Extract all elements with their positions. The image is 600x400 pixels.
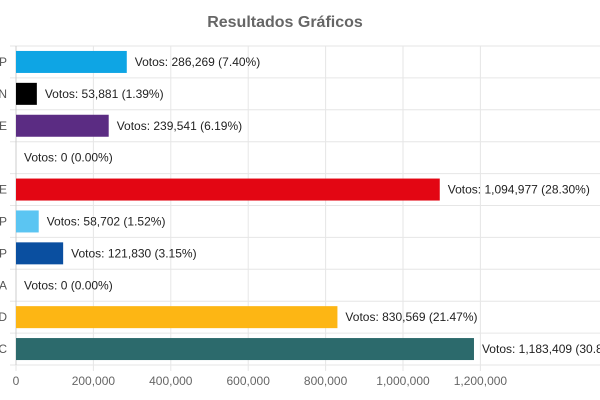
x-tick-label: 1,000,000 [376,374,430,388]
category-label: N [0,87,7,101]
data-label: Votos: 830,569 (21.47%) [345,310,477,324]
bar [16,114,109,137]
category-label: D [0,310,7,324]
category-label: P [0,246,7,260]
chart-title: Resultados Gráficos [207,14,363,31]
data-label: Votos: 1,094,977 (28.30%) [448,183,590,197]
data-label: Votos: 53,881 (1.39%) [45,87,164,101]
x-tick-label: 0 [13,374,20,388]
bar [16,242,64,265]
data-label: Votos: 58,702 (1.52%) [47,214,166,228]
category-label: P [0,214,7,228]
x-tick-label: 800,000 [304,374,348,388]
bar [16,178,440,201]
x-tick-label: 400,000 [149,374,193,388]
category-label: E [0,183,7,197]
category-label: E [0,119,7,133]
data-label: Votos: 286,269 (7.40%) [135,55,260,69]
bar [16,306,338,329]
x-tick-label: 1,200,000 [454,374,508,388]
category-label: C [0,342,7,356]
bar [16,82,37,105]
bar [16,338,474,361]
data-label: Votos: 1,183,409 (30.8 [482,342,600,356]
x-tick-label: 600,000 [227,374,271,388]
category-label: P [0,55,7,69]
bar [16,50,127,73]
data-label: Votos: 0 (0.00%) [24,278,113,292]
x-tick-label: 200,000 [72,374,116,388]
data-label: Votos: 0 (0.00%) [24,151,113,165]
data-label: Votos: 121,830 (3.15%) [71,246,196,260]
data-label: Votos: 239,541 (6.19%) [117,119,242,133]
bar [16,210,39,233]
category-label: A [0,278,7,292]
